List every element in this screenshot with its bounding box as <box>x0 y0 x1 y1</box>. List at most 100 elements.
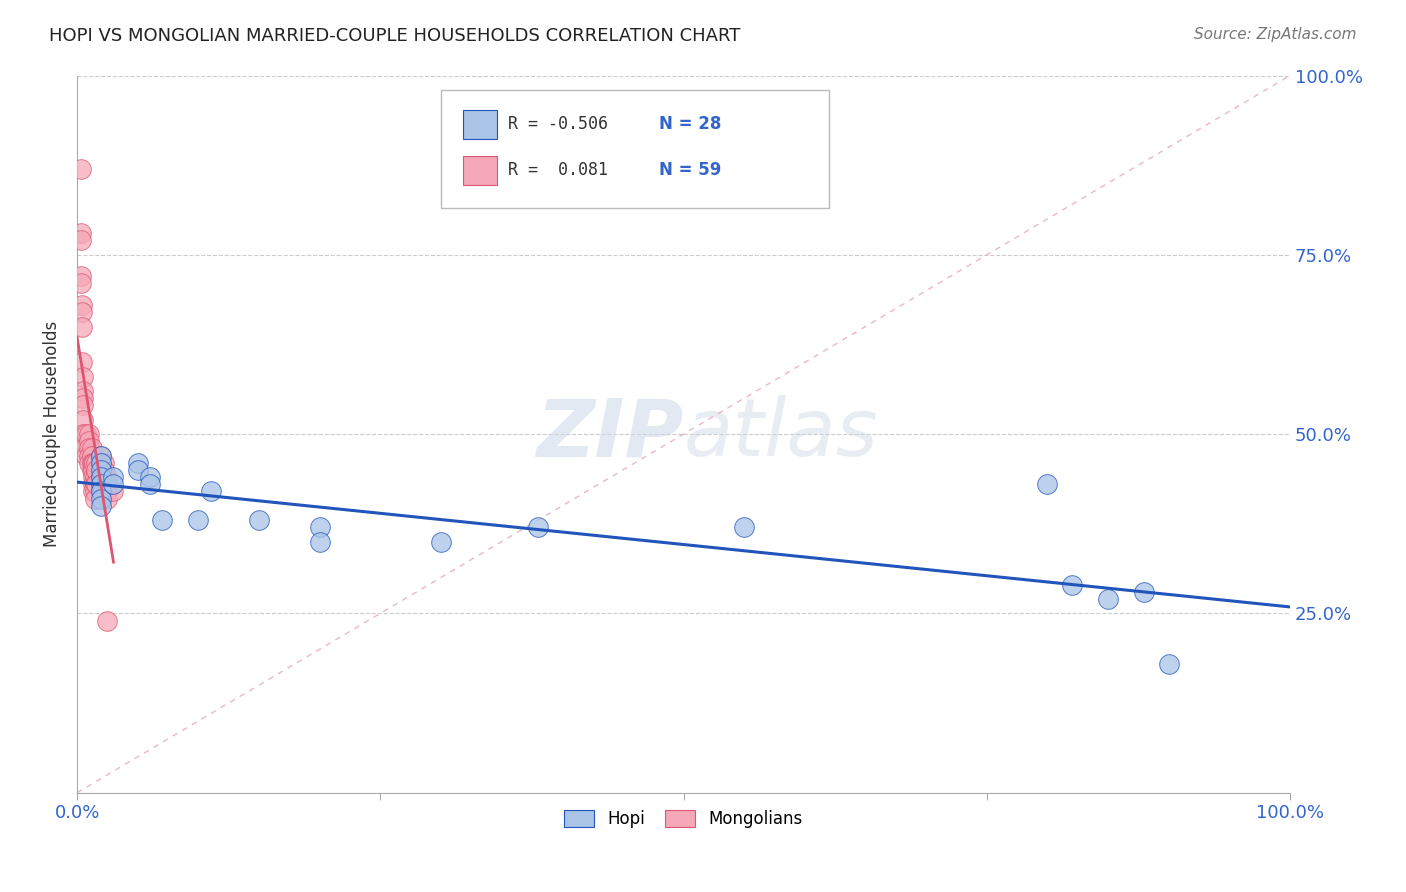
Point <box>187 513 209 527</box>
Point <box>82 456 104 470</box>
Point <box>77 456 100 470</box>
Point <box>69 234 91 248</box>
Point <box>72 398 94 412</box>
Point <box>90 449 112 463</box>
Text: HOPI VS MONGOLIAN MARRIED-COUPLE HOUSEHOLDS CORRELATION CHART: HOPI VS MONGOLIAN MARRIED-COUPLE HOUSEHO… <box>49 27 741 45</box>
Point <box>90 449 112 463</box>
Point <box>127 456 149 470</box>
Text: Source: ZipAtlas.com: Source: ZipAtlas.com <box>1194 27 1357 42</box>
Point <box>90 477 112 491</box>
Point <box>70 298 93 312</box>
Point <box>93 470 115 484</box>
Point <box>70 305 93 319</box>
Point <box>1133 585 1156 599</box>
Point <box>90 484 112 499</box>
Point <box>73 442 96 456</box>
Point <box>93 456 115 470</box>
Point <box>84 477 107 491</box>
Point <box>93 463 115 477</box>
Point <box>96 477 118 491</box>
Point <box>90 470 112 484</box>
Point <box>82 477 104 491</box>
Point <box>90 484 112 499</box>
Point <box>86 456 108 470</box>
Point <box>94 470 117 484</box>
Legend: Hopi, Mongolians: Hopi, Mongolians <box>558 803 810 835</box>
Point <box>69 227 91 241</box>
Point <box>90 491 112 506</box>
Point <box>72 413 94 427</box>
Point <box>77 442 100 456</box>
Point <box>72 427 94 442</box>
Point <box>430 534 453 549</box>
Point <box>77 434 100 449</box>
Point <box>84 491 107 506</box>
Point <box>82 470 104 484</box>
Point <box>90 470 112 484</box>
FancyBboxPatch shape <box>463 156 496 185</box>
Point <box>127 463 149 477</box>
Point <box>103 470 125 484</box>
Point <box>77 449 100 463</box>
Point <box>93 477 115 491</box>
Point <box>69 277 91 291</box>
Point <box>1036 477 1059 491</box>
Point <box>80 463 103 477</box>
Point <box>247 513 270 527</box>
FancyBboxPatch shape <box>441 90 830 208</box>
Point <box>70 319 93 334</box>
Point <box>77 427 100 442</box>
Point <box>83 456 105 470</box>
Y-axis label: Married-couple Households: Married-couple Households <box>44 321 60 547</box>
Point <box>75 427 97 442</box>
Point <box>96 484 118 499</box>
Point <box>75 449 97 463</box>
Point <box>96 491 118 506</box>
Point <box>72 391 94 405</box>
Point <box>82 463 104 477</box>
Point <box>82 484 104 499</box>
Point <box>1060 577 1083 591</box>
FancyBboxPatch shape <box>463 110 496 138</box>
Point <box>733 520 755 534</box>
Text: R = -0.506: R = -0.506 <box>508 115 607 133</box>
Point <box>1157 657 1180 671</box>
Point <box>86 477 108 491</box>
Point <box>96 484 118 499</box>
Point <box>103 477 125 491</box>
Point <box>80 449 103 463</box>
Point <box>69 269 91 284</box>
Point <box>150 513 173 527</box>
Point <box>73 434 96 449</box>
Text: N = 28: N = 28 <box>659 115 721 133</box>
Point <box>308 534 330 549</box>
Point <box>90 477 112 491</box>
Point <box>139 477 162 491</box>
Point <box>200 484 222 499</box>
Point <box>84 484 107 499</box>
Point <box>72 369 94 384</box>
Point <box>90 456 112 470</box>
Point <box>139 470 162 484</box>
Point <box>90 463 112 477</box>
Point <box>86 463 108 477</box>
Point <box>80 456 103 470</box>
Point <box>96 614 118 628</box>
Point <box>80 442 103 456</box>
Text: N = 59: N = 59 <box>659 161 721 179</box>
Point <box>527 520 550 534</box>
Point <box>72 384 94 398</box>
Point <box>96 477 118 491</box>
Point <box>84 470 107 484</box>
Point <box>70 355 93 369</box>
Text: ZIP: ZIP <box>536 395 683 473</box>
Point <box>90 499 112 513</box>
Point <box>90 456 112 470</box>
Text: R =  0.081: R = 0.081 <box>508 161 607 179</box>
Point <box>96 470 118 484</box>
Text: atlas: atlas <box>683 395 879 473</box>
Point <box>103 484 125 499</box>
Point <box>308 520 330 534</box>
Point <box>1097 592 1119 607</box>
Point <box>69 161 91 176</box>
